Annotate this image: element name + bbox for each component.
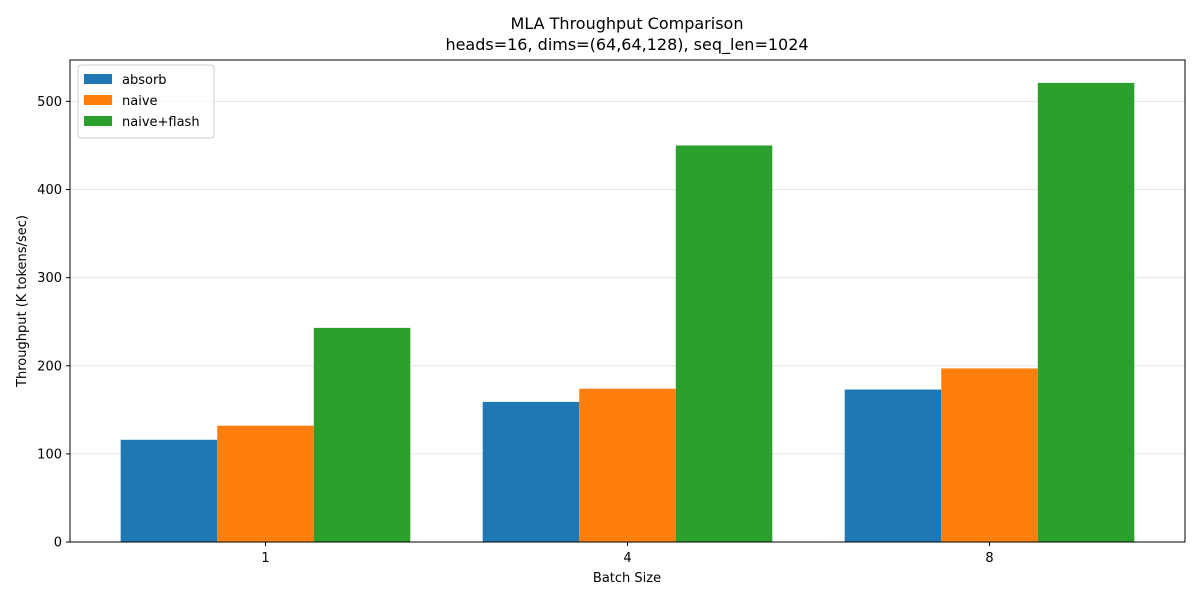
y-tick-label: 200 <box>37 359 62 374</box>
bar-absorb-1 <box>120 439 218 542</box>
y-axis-label: Throughput (K tokens/sec) <box>15 215 30 388</box>
bar-naive-flash-1 <box>313 327 411 542</box>
x-tick-label: 4 <box>623 551 631 566</box>
bar-naive-flash-8 <box>1037 82 1135 542</box>
chart-title: MLA Throughput Comparison <box>511 14 744 33</box>
y-tick-label: 300 <box>37 271 62 286</box>
legend-label: naive <box>122 94 158 109</box>
legend-swatch <box>84 116 112 126</box>
x-axis: 1 4 8 <box>261 542 994 566</box>
y-axis: 0 100 200 300 400 500 <box>37 95 70 551</box>
bar-naive-4 <box>579 388 676 542</box>
bar-absorb-8 <box>844 389 942 542</box>
y-tick-label: 0 <box>54 536 62 551</box>
x-tick-label: 1 <box>261 551 269 566</box>
legend-label: naive+flash <box>122 115 200 130</box>
chart-subtitle: heads=16, dims=(64,64,128), seq_len=1024 <box>445 35 808 55</box>
legend-swatch <box>84 95 112 105</box>
legend-label: absorb <box>122 73 167 88</box>
bar-naive-1 <box>217 425 314 542</box>
y-tick-label: 100 <box>37 447 62 462</box>
legend-swatch <box>84 74 112 84</box>
x-axis-label: Batch Size <box>593 571 661 586</box>
legend: absorb naive naive+flash <box>77 64 215 139</box>
bar-naive-flash-4 <box>675 145 773 542</box>
y-tick-label: 500 <box>37 95 62 110</box>
bars <box>120 82 1135 542</box>
bar-naive-8 <box>941 368 1038 542</box>
bar-absorb-4 <box>482 401 580 542</box>
x-tick-label: 8 <box>985 551 993 566</box>
y-tick-label: 400 <box>37 183 62 198</box>
